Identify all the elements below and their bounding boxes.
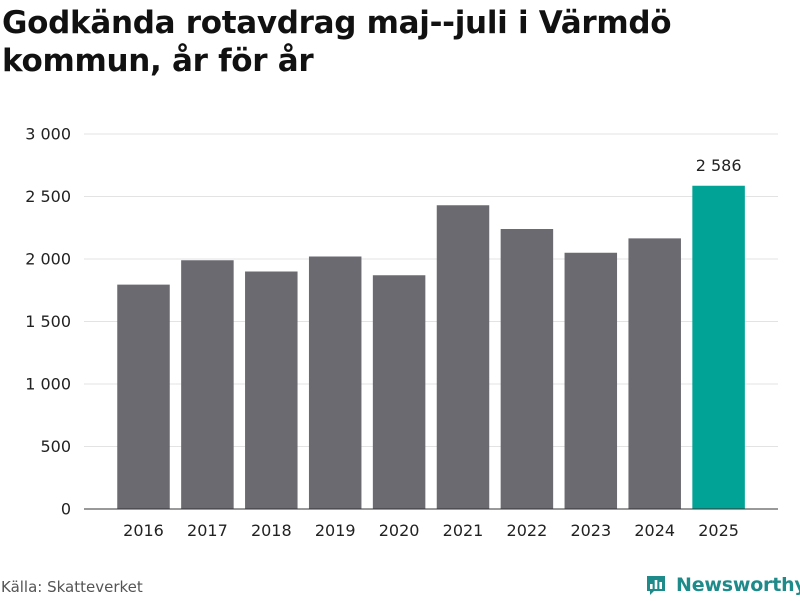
bar [372, 275, 426, 509]
y-tick-label: 500 [40, 437, 71, 456]
data-label: 2 586 [696, 156, 742, 175]
x-tick-label: 2025 [698, 521, 739, 540]
x-tick-label: 2023 [570, 521, 611, 540]
bar [245, 271, 298, 509]
bar-chart-logo-icon [647, 576, 665, 595]
x-tick-label: 2024 [634, 521, 675, 540]
chart-title: Godkända rotavdrag maj--juli i Värmdö ko… [2, 5, 672, 79]
bar [564, 252, 618, 509]
bar [692, 185, 745, 509]
bar [308, 256, 362, 509]
bar [628, 238, 681, 509]
bar [181, 260, 234, 509]
x-tick-label: 2016 [123, 521, 164, 540]
brand-logo: Newsworthy [644, 569, 800, 601]
x-tick-label: 2021 [443, 521, 484, 540]
bar [117, 284, 170, 509]
y-tick-label: 3 000 [25, 125, 71, 144]
y-tick-label: 1 500 [25, 312, 71, 331]
bar [500, 229, 554, 509]
x-tick-label: 2020 [379, 521, 420, 540]
x-tick-label: 2019 [315, 521, 356, 540]
brand-name: Newsworthy [676, 574, 800, 596]
y-tick-label: 2 500 [25, 187, 71, 206]
source-note: Källa: Skatteverket [1, 578, 143, 596]
y-tick-label: 0 [61, 500, 71, 519]
x-tick-label: 2022 [507, 521, 548, 540]
y-tick-label: 2 000 [25, 250, 71, 269]
y-tick-label: 1 000 [25, 375, 71, 394]
x-tick-label: 2017 [187, 521, 228, 540]
bar [436, 205, 490, 509]
x-tick-label: 2018 [251, 521, 292, 540]
